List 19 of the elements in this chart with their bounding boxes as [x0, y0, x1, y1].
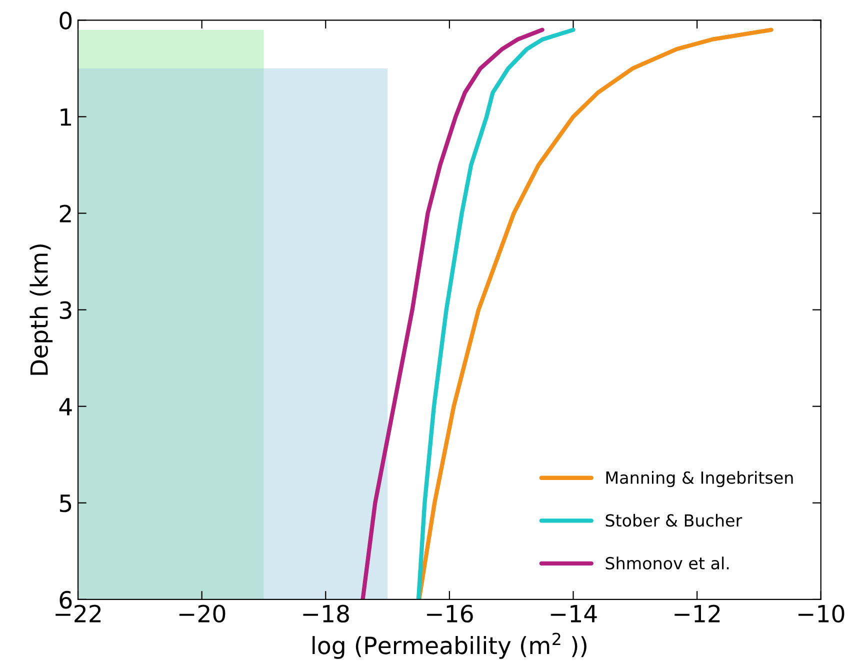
legend-label: Stober & Bucher: [606, 514, 742, 527]
y-tick-label: 0: [60, 12, 72, 30]
y-tick-label: 4: [59, 398, 72, 416]
y-tick-label: 3: [60, 301, 72, 320]
legend-label: Manning & Ingebritsen: [606, 471, 793, 488]
y-axis-title: Depth (km): [30, 244, 53, 375]
x-tick-label: −20: [179, 604, 226, 623]
x-axis-title: log (Permeability (m$^{2}$ )): [312, 632, 586, 659]
line-series: [360, 28, 544, 600]
legend-label: Shmonov et al.: [606, 556, 729, 570]
line-series: [416, 28, 576, 600]
x-tick-label: −14: [550, 605, 597, 622]
y-tick-label: 2: [60, 204, 71, 222]
y-tick-label: 1: [60, 108, 71, 126]
x-tick-label: −10: [798, 604, 844, 623]
x-tick-label: −16: [427, 604, 473, 623]
x-tick-label: −18: [303, 604, 349, 623]
x-tick-label: −12: [674, 604, 720, 622]
y-tick-label: 5: [60, 494, 72, 512]
